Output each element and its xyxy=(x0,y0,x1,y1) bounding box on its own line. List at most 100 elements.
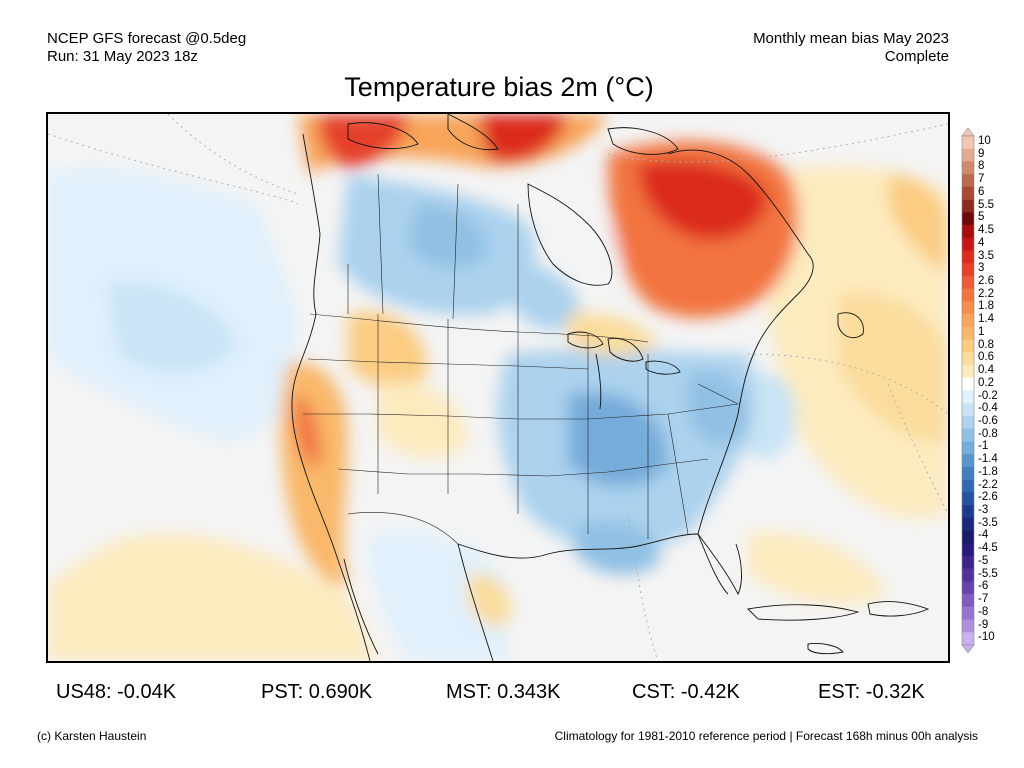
legend-label: -1 xyxy=(978,440,989,453)
legend-swatch xyxy=(962,555,974,569)
legend-swatch xyxy=(962,288,974,302)
legend-label: 1.8 xyxy=(978,300,994,313)
legend-label: 2.6 xyxy=(978,274,994,287)
legend-label: 8 xyxy=(978,160,985,173)
legend-label: -2.6 xyxy=(978,491,998,504)
map-canvas xyxy=(48,114,948,661)
legend-swatch xyxy=(962,466,974,480)
legend-label: 2.2 xyxy=(978,287,994,300)
legend-label: -0.4 xyxy=(978,402,998,415)
legend-swatch xyxy=(962,186,974,200)
legend-colorbar xyxy=(961,128,975,653)
legend-label: 4 xyxy=(978,236,985,249)
legend-label: 4.5 xyxy=(978,224,994,237)
legend-arrow-bottom xyxy=(961,644,975,653)
legend-label: 3.5 xyxy=(978,249,994,262)
legend-swatch xyxy=(962,441,974,455)
legend-label: 1.4 xyxy=(978,313,994,326)
legend-swatch xyxy=(962,339,974,353)
legend-swatch xyxy=(962,581,974,595)
bias-map xyxy=(46,112,950,663)
legend-swatch xyxy=(962,250,974,264)
graticule xyxy=(48,114,948,661)
legend-swatch xyxy=(962,136,974,150)
header-right: Monthly mean bias May 2023 Complete xyxy=(753,30,949,66)
legend-label: -8 xyxy=(978,605,989,618)
legend-swatch xyxy=(962,148,974,162)
legend-swatch xyxy=(962,619,974,633)
legend-swatch xyxy=(962,454,974,468)
legend-swatch xyxy=(962,606,974,620)
legend-swatch xyxy=(962,632,974,646)
stat-mst: MST: 0.343K xyxy=(446,681,561,703)
legend-swatch xyxy=(962,225,974,239)
legend-label: 0.2 xyxy=(978,376,994,389)
legend-label: -0.6 xyxy=(978,414,998,427)
legend-label: -1.4 xyxy=(978,453,998,466)
legend-swatch xyxy=(962,492,974,506)
legend-label: -4.5 xyxy=(978,542,998,555)
legend-label: 3 xyxy=(978,262,985,275)
legend-label: -6 xyxy=(978,580,989,593)
legend-swatch xyxy=(962,161,974,175)
legend-label: -1.8 xyxy=(978,465,998,478)
legend-swatch xyxy=(962,263,974,277)
legend-label: -5.5 xyxy=(978,567,998,580)
color-legend: 10 9 8 7 6 5.5 5 4.5 4 3.5 3 2.6 2.2 1.8 1.4 1 0.8 0.6 0.4… xyxy=(958,128,1024,653)
legend-swatch xyxy=(962,568,974,582)
legend-label: -2.2 xyxy=(978,478,998,491)
stat-us48: US48: -0.04K xyxy=(56,681,177,703)
legend-swatch xyxy=(962,594,974,608)
legend-label: 6 xyxy=(978,185,985,198)
legend-label: 0.6 xyxy=(978,351,994,364)
legend-label: -9 xyxy=(978,618,989,631)
coastlines xyxy=(291,114,930,661)
legend-swatch xyxy=(962,199,974,213)
legend-swatch xyxy=(962,275,974,289)
status-label: Complete xyxy=(884,48,949,65)
legend-swatch xyxy=(962,530,974,544)
footnote-text: Climatology for 1981-2010 reference peri… xyxy=(554,729,978,743)
stat-cst: CST: -0.42K xyxy=(632,681,740,703)
legend-label: -3.5 xyxy=(978,516,998,529)
legend-label: 0.8 xyxy=(978,338,994,351)
legend-swatch xyxy=(962,479,974,493)
legend-label: -7 xyxy=(978,593,989,606)
legend-label: 5 xyxy=(978,211,985,224)
credit-text: (c) Karsten Haustein xyxy=(37,729,147,743)
legend-swatch xyxy=(962,326,974,340)
legend-swatch xyxy=(962,415,974,429)
legend-swatch xyxy=(962,543,974,557)
legend-label: 9 xyxy=(978,147,985,160)
legend-swatch xyxy=(962,352,974,366)
political-boundaries xyxy=(303,173,739,545)
run-label: Run: 31 May 2023 18z xyxy=(47,48,198,65)
legend-label: 0.4 xyxy=(978,364,994,377)
legend-label: -3 xyxy=(978,504,989,517)
legend-label: 10 xyxy=(978,135,991,147)
legend-swatch xyxy=(962,403,974,417)
legend-swatch xyxy=(962,428,974,442)
legend-label: 7 xyxy=(978,173,985,186)
legend-arrow-top xyxy=(961,128,975,137)
legend-label: -4 xyxy=(978,529,989,542)
model-label: NCEP GFS forecast @0.5deg xyxy=(47,30,247,47)
map-title: Temperature bias 2m (°C) xyxy=(344,72,654,102)
legend-swatch xyxy=(962,237,974,251)
legend-swatch xyxy=(962,365,974,379)
stat-est: EST: -0.32K xyxy=(818,681,925,703)
legend-swatch xyxy=(962,301,974,315)
legend-label: -0.8 xyxy=(978,427,998,440)
legend-label: 1 xyxy=(978,325,985,338)
legend-swatch xyxy=(962,212,974,226)
legend-swatch xyxy=(962,314,974,328)
legend-label: 5.5 xyxy=(978,198,994,211)
legend-label: -10 xyxy=(978,631,995,644)
legend-swatch xyxy=(962,174,974,188)
legend-swatch xyxy=(962,390,974,404)
legend-label: -0.2 xyxy=(978,389,998,402)
legend-swatch xyxy=(962,377,974,391)
stat-pst: PST: 0.690K xyxy=(261,681,373,703)
legend-swatch xyxy=(962,517,974,531)
header-left: NCEP GFS forecast @0.5deg Run: 31 May 20… xyxy=(47,30,246,66)
